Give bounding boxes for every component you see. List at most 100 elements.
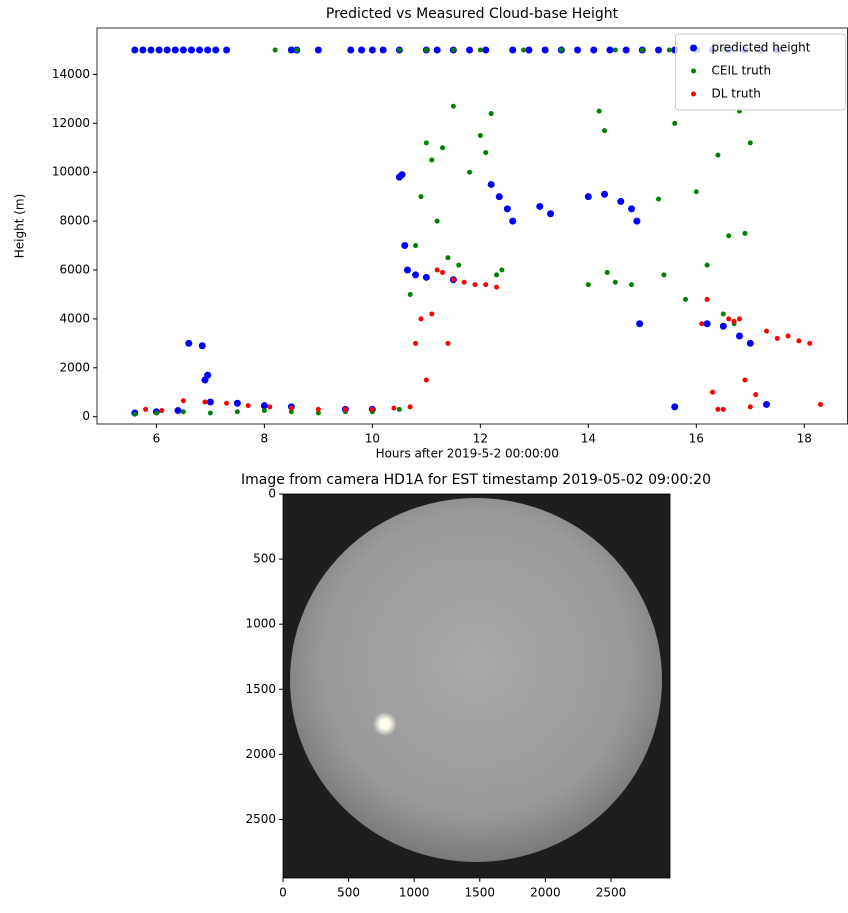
point [433,46,441,54]
y-tick-label: 8000 [59,214,90,228]
point [467,169,473,175]
point [536,202,544,210]
x-tick-label: 2500 [596,886,627,900]
point [807,340,813,346]
point [671,403,679,411]
point [547,210,555,218]
point [763,400,771,408]
point [495,193,503,201]
y-tick-label: 2000 [245,747,276,761]
point [521,47,527,53]
point [606,46,614,54]
y-tick-label: 14000 [52,67,90,81]
point [703,320,711,328]
legend-box [675,33,846,111]
point [704,296,710,302]
point [429,157,435,163]
y-axis-label: Height (m) [13,194,27,259]
point [147,46,155,54]
chart-title: Predicted vs Measured Cloud-base Height [326,6,619,22]
point [159,408,165,414]
point [747,140,753,146]
point [261,408,267,414]
legend-marker [691,68,696,74]
point [574,46,582,54]
point [187,46,195,54]
point [315,406,321,412]
y-tick-label: 12000 [52,116,90,130]
point [731,318,737,324]
point [584,193,592,201]
point [477,47,483,53]
point [509,46,517,54]
point [163,46,171,54]
point [267,404,273,410]
point [396,47,402,53]
point [726,316,732,322]
point [629,282,635,288]
point [418,194,424,200]
x-tick-label: 6 [153,432,161,446]
point [764,328,770,334]
point [391,405,397,411]
point [224,400,230,406]
point [204,46,212,54]
point [715,406,721,412]
point [342,406,348,412]
point [655,46,663,54]
point [617,198,625,206]
legend-label: CEIL truth [712,64,772,78]
y-tick-label: 0 [82,409,90,423]
point [429,311,435,317]
point [590,46,598,54]
point [585,282,591,288]
point [185,339,193,347]
point [143,406,149,412]
point [509,217,517,225]
x-tick-label: 8 [261,432,269,446]
point [796,338,802,344]
point [612,47,618,53]
x-tick-label: 500 [337,886,360,900]
point [622,46,630,54]
point [245,403,251,409]
point [413,340,419,346]
point [440,269,446,275]
point [407,404,413,410]
point [602,128,608,134]
x-tick-label: 1000 [399,886,430,900]
point [683,296,689,302]
point [720,311,726,317]
point [503,205,511,213]
point [785,333,791,339]
point [369,406,375,412]
y-tick-label: 4000 [59,311,90,325]
point [423,47,429,53]
point [596,108,602,114]
x-tick-label: 0 [279,886,287,900]
point [699,321,705,327]
point [174,407,182,415]
point [488,111,494,117]
y-tick-label: 6000 [59,263,90,277]
point [179,46,187,54]
point [499,267,505,273]
point [401,242,409,250]
point [639,47,645,53]
point [672,120,678,126]
point [719,322,727,330]
point [423,140,429,146]
point [693,189,699,195]
point [715,152,721,158]
point [736,332,744,340]
point [628,205,636,213]
point [472,282,478,288]
point [212,46,220,54]
point [753,392,759,398]
point [180,398,186,404]
legend-label: DL truth [712,87,761,101]
point [633,217,641,225]
point [233,399,241,407]
y-tick-label: 2500 [245,812,276,826]
